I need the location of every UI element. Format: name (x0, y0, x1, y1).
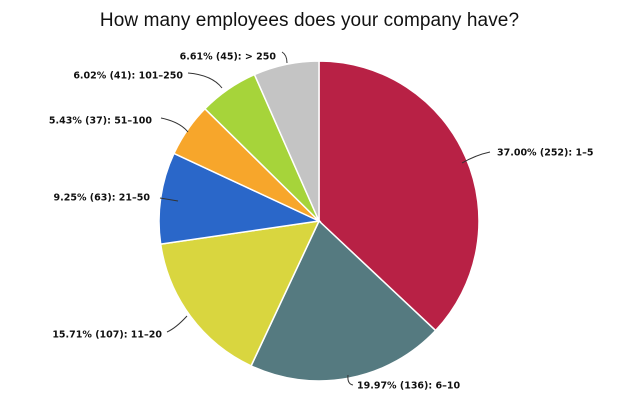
slice-label: 19.97% (136): 6–10 (357, 381, 460, 392)
pie-slice-250 (253, 60, 320, 222)
slice-label: 5.43% (37): 51–100 (49, 116, 152, 127)
leader-line (187, 72, 223, 89)
slice-label: 15.71% (107): 11–20 (52, 330, 162, 341)
leader-line (461, 151, 491, 164)
pie-slices (158, 60, 480, 382)
pie-slice-1-5 (318, 60, 480, 332)
leader-line (160, 117, 189, 133)
leader-line (281, 51, 288, 64)
pie-slice-11-20 (159, 220, 321, 367)
slice-label: 6.61% (45): > 250 (180, 52, 277, 63)
leader-line (166, 315, 188, 333)
slice-labels: 37.00% (252): 1–5 19.97% (136): 6–10 15.71… (49, 52, 594, 392)
leader-line (347, 374, 354, 386)
leader-line (159, 197, 179, 202)
slice-label: 37.00% (252): 1–5 (497, 148, 593, 159)
label-leaders (159, 51, 491, 386)
pie-slice-6-10 (250, 219, 437, 382)
chart-title: How many employees does your company hav… (99, 10, 520, 31)
slice-label: 9.25% (63): 21–50 (54, 193, 151, 204)
slice-label: 6.02% (41): 101–250 (73, 71, 183, 82)
